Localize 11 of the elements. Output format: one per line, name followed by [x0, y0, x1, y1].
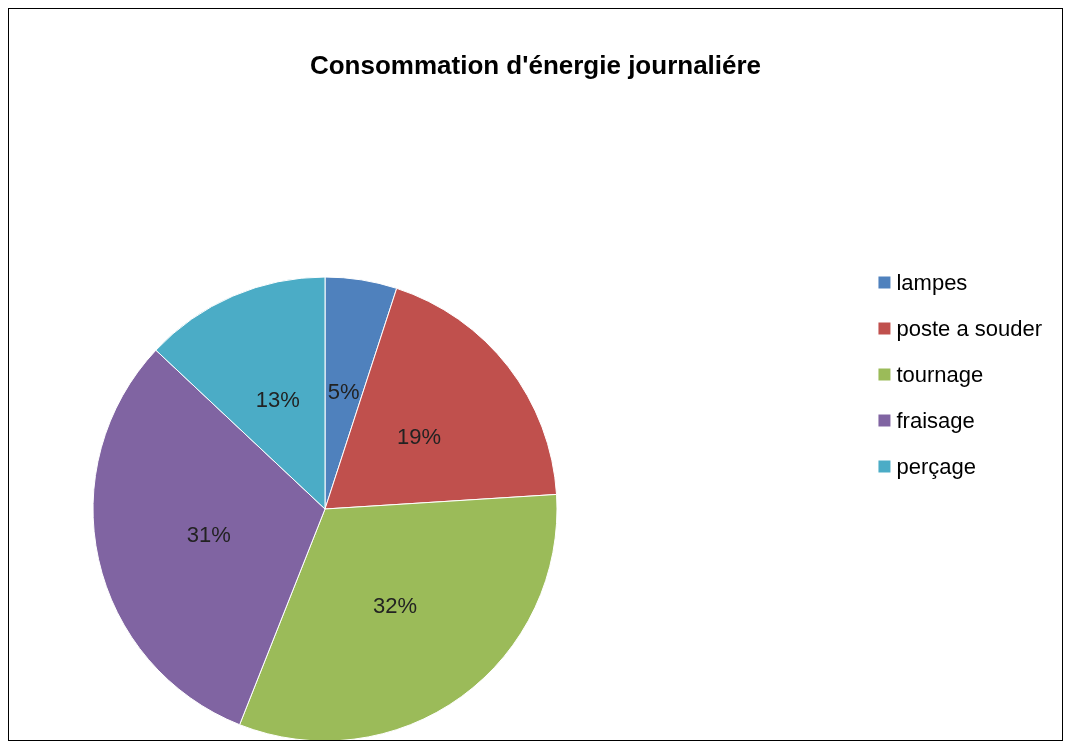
data-label: 32% — [372, 592, 417, 618]
legend-label: tournage — [896, 362, 984, 387]
data-label: 31% — [186, 522, 231, 548]
legend-label: lampes — [896, 270, 968, 295]
chart-title: Consommation d'énergie journaliére — [309, 50, 762, 80]
data-label: 19% — [397, 423, 442, 449]
data-label: 13% — [255, 387, 300, 413]
data-label: 5% — [327, 378, 360, 404]
legend-label: poste a souder — [896, 316, 1042, 341]
legend-label: fraisage — [896, 408, 975, 433]
legend-label: perçage — [896, 454, 976, 479]
